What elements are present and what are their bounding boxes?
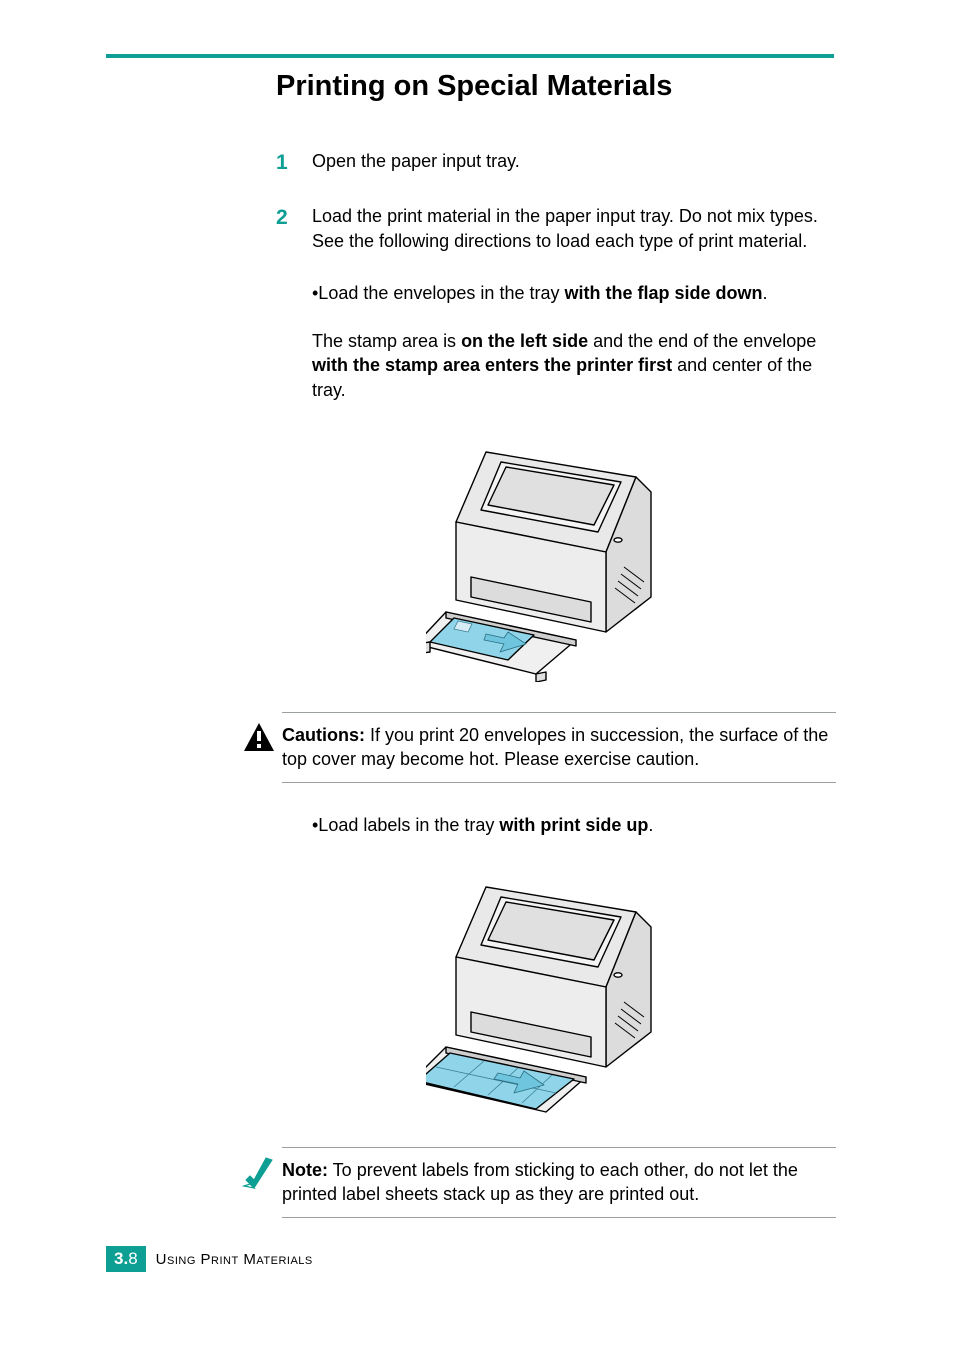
- bullet-text-bold: with the flap side down: [564, 283, 762, 303]
- bullet-text-suffix: .: [648, 815, 653, 835]
- stamp-area-paragraph: The stamp area is on the left side and t…: [312, 329, 836, 402]
- para-bold: on the left side: [461, 331, 588, 351]
- printer-label-illustration: [426, 857, 686, 1117]
- footer-page-badge: 3.8: [106, 1246, 146, 1272]
- step-number: 1: [276, 149, 312, 176]
- step-number: 2: [276, 204, 312, 253]
- step-2: 2 Load the print material in the paper i…: [276, 204, 836, 253]
- caution-callout: Cautions: If you print 20 envelopes in s…: [282, 712, 836, 783]
- caution-label: Cautions:: [282, 725, 365, 745]
- header-rule: [106, 54, 834, 58]
- step-1: 1 Open the paper input tray.: [276, 149, 836, 176]
- footer-section-title: Using Print Materials: [156, 1251, 313, 1268]
- printer-envelope-illustration: [426, 422, 686, 682]
- page-footer: 3.8 Using Print Materials: [106, 1246, 313, 1272]
- footer-page: 8: [128, 1249, 137, 1268]
- step-text: Open the paper input tray.: [312, 149, 520, 176]
- footer-chapter: 3.: [114, 1249, 128, 1268]
- page-title: Printing on Special Materials: [276, 70, 836, 103]
- page-content: Printing on Special Materials 1 Open the…: [276, 70, 836, 1218]
- para-bold: with the stamp area enters the printer f…: [312, 355, 672, 375]
- note-text: To prevent labels from sticking to each …: [282, 1160, 798, 1204]
- bullet-text-bold: with print side up: [499, 815, 648, 835]
- note-checkmark-icon: [242, 1156, 280, 1194]
- bullet-text-suffix: .: [762, 283, 767, 303]
- envelope-bullet: •Load the envelopes in the tray with the…: [312, 281, 836, 305]
- labels-bullet: •Load labels in the tray with print side…: [312, 813, 836, 837]
- note-callout: Note: To prevent labels from sticking to…: [282, 1147, 836, 1218]
- caution-icon: [242, 721, 276, 755]
- para-part: and the end of the envelope: [588, 331, 816, 351]
- para-part: The stamp area is: [312, 331, 461, 351]
- bullet-text-prefix: •Load the envelopes in the tray: [312, 283, 564, 303]
- note-label: Note:: [282, 1160, 328, 1180]
- step-text: Load the print material in the paper inp…: [312, 204, 836, 253]
- bullet-text-prefix: •Load labels in the tray: [312, 815, 499, 835]
